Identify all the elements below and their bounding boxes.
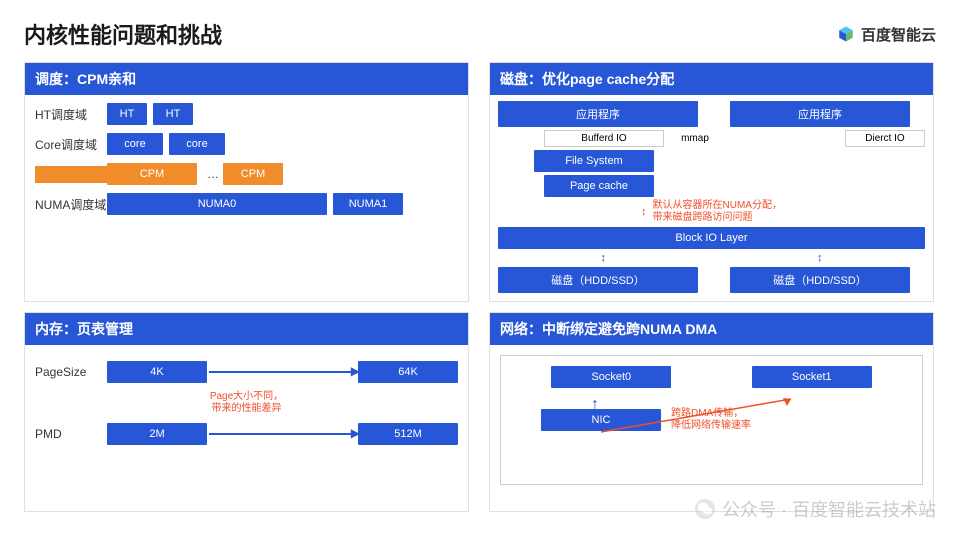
header: 内核性能问题和挑战 百度智能云 — [24, 18, 936, 50]
page-title: 内核性能问题和挑战 — [24, 18, 222, 50]
disk-note: 默认从容器所在NUMA分配，带来磁盘跨路访问问题 — [653, 200, 782, 224]
socket1-box: Socket1 — [752, 366, 872, 388]
sched-row-numa: NUMA调度域 NUMA0 NUMA1 — [35, 193, 458, 215]
panel-title: 调度：CPM亲和 — [25, 63, 468, 95]
memory-note: Page大小不同，带来的性能差异 — [35, 391, 458, 415]
wechat-icon — [694, 498, 716, 520]
panel-title: 磁盘：优化page cache分配 — [490, 63, 933, 95]
panel-network: 网络：中断绑定避免跨NUMA DMA Socket0 Socket1 ↑ NIC — [489, 312, 934, 512]
socket0-box: Socket0 — [551, 366, 671, 388]
brand-logo: 百度智能云 — [837, 24, 936, 45]
cube-icon — [837, 25, 855, 43]
panel-title: 内存：页表管理 — [25, 313, 468, 345]
sched-row-core: Core调度域 core core — [35, 133, 458, 155]
mem-row-pmd: PMD 2M ▶ 512M — [35, 423, 458, 445]
panel-scheduling: 调度：CPM亲和 HT调度域 HT HT Core调度域 core core C… — [24, 62, 469, 302]
panel-memory: 内存：页表管理 PageSize 4K ▶ 64K Page大小不同，带来的性能… — [24, 312, 469, 512]
panel-disk: 磁盘：优化page cache分配 应用程序 应用程序 Bufferd IO m… — [489, 62, 934, 302]
dma-arrow-icon — [601, 394, 801, 434]
arrow-up-icon: ↑ — [591, 396, 599, 414]
sched-row-cpm: CPM调度域 CPM … CPM — [35, 163, 458, 185]
panel-title: 网络：中断绑定避免跨NUMA DMA — [490, 313, 933, 345]
sched-row-ht: HT调度域 HT HT — [35, 103, 458, 125]
mem-row-pagesize: PageSize 4K ▶ 64K — [35, 361, 458, 383]
watermark: 公众号 · 百度智能云技术站 — [694, 496, 936, 522]
